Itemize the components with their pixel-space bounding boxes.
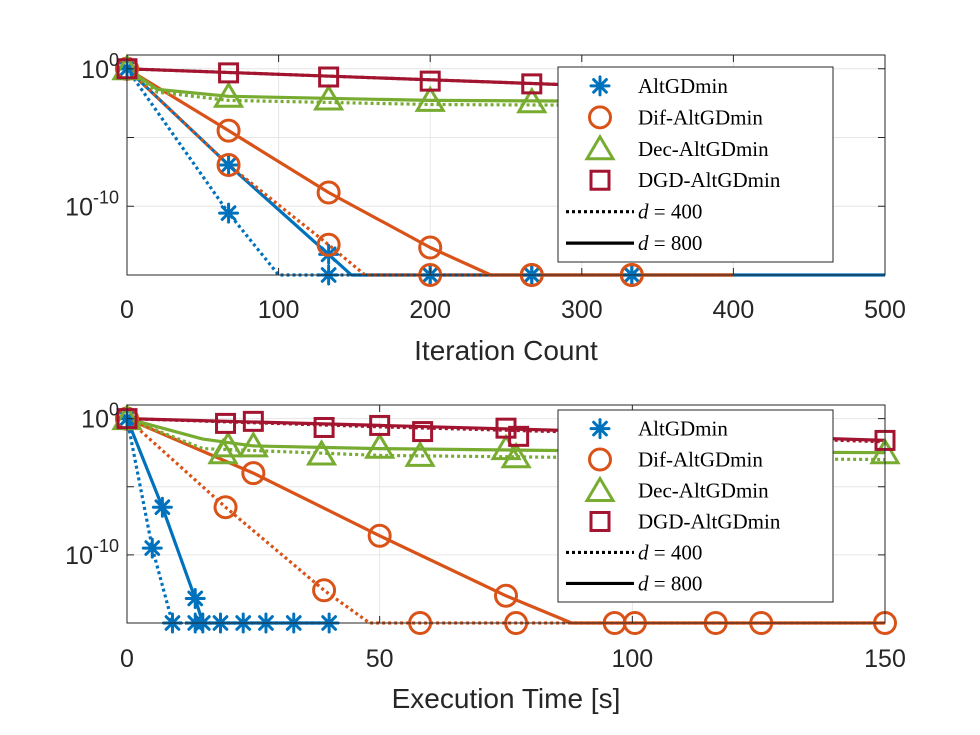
marker-dgd-altgdmin-d400 — [412, 421, 434, 443]
marker-dec-altgdmin-d400 — [305, 439, 338, 466]
marker-dif-altgdmin-d800 — [418, 235, 443, 260]
x-axis-label: Execution Time [s] — [392, 683, 621, 714]
marker-dif-altgdmin-d400 — [312, 578, 337, 603]
legend-marker-dif-altgdmin — [588, 105, 612, 130]
legend-label-dgd-altgdmin: DGD-AltGDmin — [638, 509, 781, 533]
legend-label-dgd-altgdmin: DGD-AltGDmin — [638, 168, 781, 192]
legend-label-dec-altgdmin: Dec-AltGDmin — [638, 137, 769, 161]
marker-dgd-altgdmin-d800 — [521, 73, 543, 95]
marker-altgdmin-d800 — [218, 154, 240, 176]
marker-dif-altgdmin-d400 — [213, 495, 238, 520]
x-tick-label: 100 — [258, 296, 300, 324]
x-tick-label: 500 — [864, 296, 906, 324]
bottom-panel-execution-time: 0 50 100 150 100 10-10 Execution Time [s] AltGD… — [65, 400, 906, 714]
marker-dec-altgdmin-d800 — [490, 433, 522, 461]
x-tick-label: 50 — [366, 645, 394, 673]
marker-altgdmin-d800 — [184, 587, 206, 609]
marker-dec-altgdmin-d800 — [212, 81, 245, 108]
legend-label-d-800: d = 800 — [638, 231, 702, 255]
legend-label-altgdmin: AltGDmin — [638, 417, 728, 441]
y-tick-label: 100 — [81, 50, 119, 84]
y-tick-label: 10-10 — [65, 187, 119, 221]
legend-label-d-800: d = 800 — [638, 571, 702, 595]
series-line-dec-altgdmin-d400 — [126, 67, 734, 108]
x-tick-label: 300 — [561, 296, 603, 324]
series-line-altgdmin-d400 — [125, 418, 330, 625]
legend-label-d-400: d = 400 — [638, 200, 702, 224]
marker-dif-altgdmin-d400 — [216, 153, 241, 177]
ticks — [126, 405, 886, 624]
marker-dif-altgdmin-d800 — [316, 180, 341, 205]
marker-dec-altgdmin-d400 — [404, 440, 436, 467]
x-axis-label: Iteration Count — [414, 335, 598, 366]
series-line-altgdmin-d400 — [125, 67, 734, 277]
marker-altgdmin-d400 — [218, 202, 240, 224]
marker-altgdmin-d400 — [141, 537, 163, 559]
marker-dif-altgdmin-d800 — [216, 118, 241, 143]
legend-marker-dgd-altgdmin — [589, 169, 611, 191]
marker-dec-altgdmin-d800 — [516, 86, 548, 114]
legend-box — [557, 66, 834, 263]
legend-marker-dec-altgdmin — [584, 133, 616, 161]
marker-dec-altgdmin-d800 — [312, 84, 345, 111]
legend-label-dif-altgdmin: Dif-AltGDmin — [638, 105, 763, 129]
marker-dgd-altgdmin-d400 — [215, 412, 237, 434]
x-tick-label: 0 — [120, 296, 134, 324]
x-tick-label: 0 — [120, 645, 134, 673]
axes-box — [126, 404, 886, 624]
legend-marker-altgdmin — [589, 418, 611, 440]
marker-altgdmin-d800 — [151, 496, 173, 518]
marker-dgd-altgdmin-d800 — [318, 66, 340, 88]
legend-label-dif-altgdmin: Dif-AltGDmin — [638, 448, 763, 472]
marker-dec-altgdmin-d400 — [500, 441, 532, 469]
legend-label-d-400: d = 400 — [638, 540, 702, 564]
marker-dif-altgdmin-d800 — [367, 523, 392, 548]
y-tick-label: 100 — [81, 400, 119, 434]
marker-dif-altgdmin-d800 — [241, 461, 266, 486]
legend-label-dec-altgdmin: Dec-AltGDmin — [638, 479, 769, 503]
marker-dif-altgdmin-d400 — [316, 232, 341, 257]
marker-dgd-altgdmin-d800 — [218, 62, 240, 84]
x-tick-label: 400 — [713, 296, 755, 324]
y-tick-label: 10-10 — [65, 536, 119, 570]
ticks — [126, 55, 886, 276]
top-panel-iteration-count: 0 100 200 300 400 500 100 10-10 Iteration Count A… — [65, 50, 906, 366]
legend-box — [557, 409, 834, 603]
legend-label-altgdmin: AltGDmin — [638, 74, 728, 98]
legend-marker-dif-altgdmin — [588, 447, 612, 472]
legend-marker-dgd-altgdmin — [589, 510, 611, 532]
legend: AltGDmin Dif-AltGDmin Dec-AltGDmin DGD-AltG… — [557, 409, 834, 603]
legend-marker-dec-altgdmin — [584, 475, 616, 503]
marker-dgd-altgdmin-d800 — [419, 70, 441, 92]
marker-dec-altgdmin-d800 — [237, 430, 269, 458]
marker-dgd-altgdmin-d400 — [313, 416, 335, 438]
marker-dgd-altgdmin-d400 — [508, 425, 530, 447]
marker-dgd-altgdmin-d800 — [369, 414, 391, 436]
legend-marker-altgdmin — [589, 75, 611, 97]
marker-dec-altgdmin-d800 — [414, 85, 446, 112]
legend: AltGDmin Dif-AltGDmin Dec-AltGDmin DGD-AltG… — [557, 66, 834, 263]
marker-dec-altgdmin-d800 — [364, 432, 396, 459]
marker-dif-altgdmin-d800 — [494, 583, 518, 608]
x-tick-label: 100 — [611, 645, 653, 673]
axes-box — [126, 54, 886, 276]
x-tick-label: 150 — [864, 645, 906, 673]
marker-dgd-altgdmin-d800 — [242, 410, 264, 432]
marker-dec-altgdmin-d400 — [207, 437, 239, 465]
x-tick-label: 200 — [409, 296, 451, 324]
